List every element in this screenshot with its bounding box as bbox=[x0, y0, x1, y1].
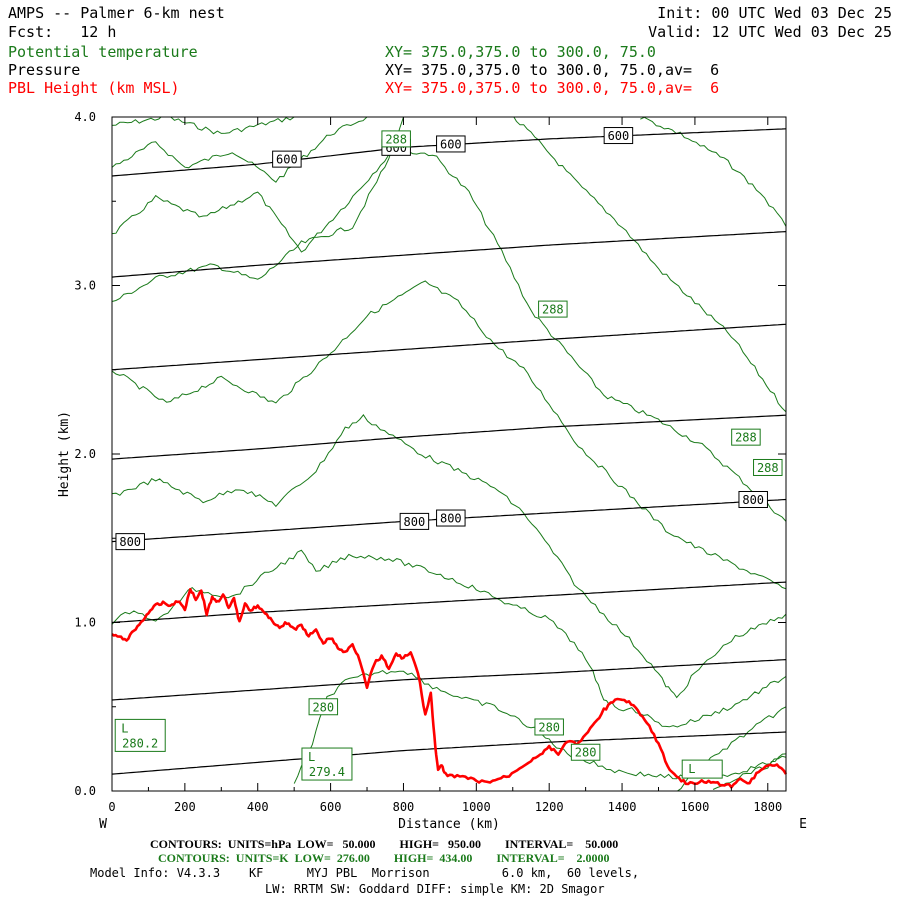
isobar-950 bbox=[112, 731, 786, 775]
y-tick-label-0: 0.0 bbox=[74, 784, 96, 798]
theta-label-0: 288 bbox=[385, 132, 407, 146]
isobar-750 bbox=[112, 414, 786, 460]
theta-label-0-box bbox=[381, 130, 411, 148]
isobar-label-5: 800 bbox=[404, 515, 426, 529]
valid-time: Valid: 12 UTC Wed 03 Dec 25 bbox=[648, 23, 892, 41]
y-tick-label-2: 2.0 bbox=[74, 447, 96, 461]
theta-low-marker-2: L bbox=[688, 762, 695, 776]
theta-isentrope-5 bbox=[640, 117, 786, 227]
theta-low-marker-0: L bbox=[121, 721, 128, 735]
y-tick-label-3: 3.0 bbox=[74, 279, 96, 293]
theta-isentrope-8 bbox=[112, 549, 786, 728]
theta-isentropes bbox=[112, 117, 786, 791]
theta-isentrope-6 bbox=[112, 280, 786, 590]
theta-low-box-1 bbox=[301, 747, 353, 781]
pbl-height-line bbox=[111, 587, 788, 789]
theta-label-3: 288 bbox=[757, 461, 779, 475]
forecast-hour: Fcst: 12 h bbox=[8, 23, 117, 41]
model-info-line1: Model Info: V4.3.3 KF MYJ PBL Morrison 6… bbox=[90, 866, 640, 880]
theta-low-value-1: 279.4 bbox=[309, 765, 345, 779]
isobar-700 bbox=[112, 323, 786, 371]
theta-low-box-2 bbox=[681, 759, 723, 779]
axes: 0 200 400 600 800 1000 1200 1400 1600 1800 0.0 1.0 2… bbox=[74, 110, 786, 814]
isobar-label-6-box bbox=[436, 509, 466, 527]
isobar-label-7-box bbox=[738, 490, 768, 508]
x-tick-label-2: 400 bbox=[247, 800, 269, 814]
x-tick-label-1: 200 bbox=[174, 800, 196, 814]
isobar-label-2: 600 bbox=[440, 137, 462, 151]
x-tick-label-0: 0 bbox=[108, 800, 115, 814]
theta-label-3-box bbox=[753, 458, 783, 476]
x-axis-label: Distance (km) bbox=[398, 817, 500, 832]
theta-isentrope-0 bbox=[112, 117, 295, 135]
y-tick-label-4: 4.0 bbox=[74, 110, 96, 124]
isobar-label-0: 600 bbox=[276, 153, 298, 167]
y-tick-label-1: 1.0 bbox=[74, 616, 96, 630]
theta-label-6-box bbox=[570, 743, 601, 761]
isobar-850 bbox=[112, 581, 786, 624]
theta-isentrope-3 bbox=[112, 117, 404, 302]
theta-label-4-box bbox=[308, 698, 339, 716]
model-info-line2: LW: RRTM SW: Goddard DIFF: simple KM: 2D… bbox=[265, 882, 605, 896]
legend-pressure-label: Pressure bbox=[8, 61, 81, 79]
plot-frame bbox=[111, 116, 787, 792]
legend-pressure-xy: XY= 375.0,375.0 to 300.0, 75.0,av= 6 bbox=[385, 61, 720, 79]
theta-low-marker-1: L bbox=[308, 750, 315, 764]
theta-isentrope-4 bbox=[513, 117, 786, 413]
theta-label-2: 288 bbox=[735, 431, 757, 445]
x-tick-label-8: 1600 bbox=[680, 800, 709, 814]
y-axis-label: Height (km) bbox=[57, 411, 72, 497]
x-tick-label-7: 1400 bbox=[608, 800, 637, 814]
x-tick-label-5: 1000 bbox=[462, 800, 491, 814]
theta-isentrope-10 bbox=[676, 706, 786, 791]
x-tick-label-6: 1200 bbox=[535, 800, 564, 814]
x-tick-label-4: 800 bbox=[393, 800, 415, 814]
pbl-height-series bbox=[111, 587, 788, 789]
theta-isentrope-11 bbox=[712, 753, 786, 790]
isobar-label-4-box bbox=[115, 533, 145, 551]
x-tick-label-3: 600 bbox=[320, 800, 342, 814]
legend-pbl-xy: XY= 375.0,375.0 to 300.0, 75.0,av= 6 bbox=[385, 79, 720, 97]
init-time: Init: 00 UTC Wed 03 Dec 25 bbox=[657, 4, 892, 22]
isobar-label-7: 800 bbox=[742, 493, 764, 507]
theta-isentrope-2 bbox=[112, 147, 786, 522]
isobar-900 bbox=[112, 659, 786, 701]
theta-low-box-0 bbox=[114, 718, 166, 752]
theta-label-5: 280 bbox=[538, 720, 560, 734]
isobar-label-6: 800 bbox=[440, 512, 462, 526]
isobar-650 bbox=[112, 231, 786, 278]
east-label: E bbox=[799, 817, 807, 832]
isobar-label-3: 600 bbox=[608, 129, 630, 143]
theta-label-2-box bbox=[731, 428, 761, 446]
theta-contour-info: CONTOURS: UNITS=K LOW= 276.00 HIGH= 434.… bbox=[158, 851, 610, 865]
theta-label-4: 280 bbox=[312, 700, 334, 714]
theta-isentrope-7 bbox=[112, 414, 786, 699]
pressure-contour-info: CONTOURS: UNITS=hPa LOW= 50.000 HIGH= 95… bbox=[150, 837, 619, 851]
legend-theta-xy: XY= 375.0,375.0 to 300.0, 75.0 bbox=[385, 43, 656, 61]
theta-label-1-box bbox=[538, 300, 568, 318]
theta-label-1: 288 bbox=[542, 303, 564, 317]
west-label: W bbox=[99, 817, 107, 832]
isobar-label-5-box bbox=[399, 512, 430, 530]
isobar-label-3-box bbox=[603, 127, 634, 145]
theta-low-value-0: 280.2 bbox=[122, 736, 158, 750]
x-tick-label-9: 1800 bbox=[753, 800, 782, 814]
isobar-label-2-box bbox=[436, 135, 466, 153]
theta-label-6: 280 bbox=[575, 746, 597, 760]
theta-isentrope-1 bbox=[112, 117, 368, 183]
theta-label-5-box bbox=[534, 718, 564, 736]
isobar-label-0-box bbox=[272, 150, 302, 168]
isobar-label-4: 800 bbox=[119, 535, 141, 549]
legend-pbl-label: PBL Height (km MSL) bbox=[8, 79, 180, 97]
chart-title: AMPS -- Palmer 6-km nest bbox=[8, 4, 225, 22]
legend-theta-label: Potential temperature bbox=[8, 43, 198, 61]
pressure-isobars bbox=[112, 128, 786, 775]
